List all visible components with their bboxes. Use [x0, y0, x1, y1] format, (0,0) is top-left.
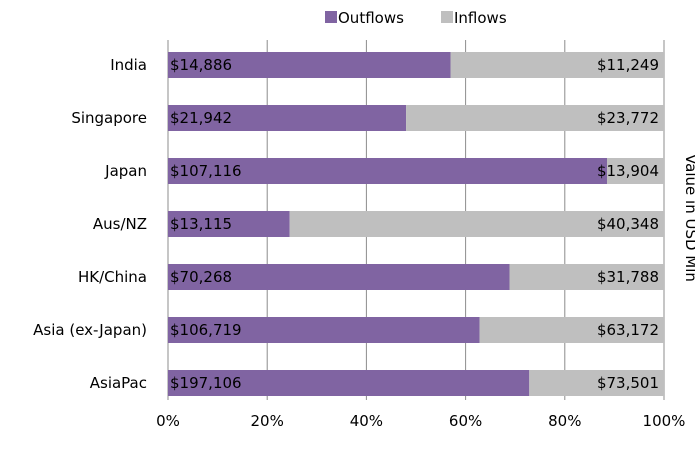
category-label: India — [110, 56, 147, 74]
x-tick-label: 20% — [251, 412, 284, 430]
category-labels: India Singapore Japan Aus/NZ HK/China Asia (e… — [33, 56, 147, 392]
data-label-inflows: $40,348 — [597, 215, 659, 233]
data-label-outflows: $21,942 — [170, 109, 232, 127]
right-axis-title: Value in USD Mln — [682, 154, 695, 282]
data-label-outflows: $197,106 — [170, 374, 242, 392]
category-label: Japan — [104, 162, 147, 180]
data-label-inflows: $63,172 — [597, 321, 659, 339]
data-label-inflows: $11,249 — [597, 56, 659, 74]
x-tick-label: 40% — [350, 412, 383, 430]
data-label-inflows: $73,501 — [597, 374, 659, 392]
data-label-outflows: $14,886 — [170, 56, 232, 74]
x-tick-label: 0% — [156, 412, 180, 430]
data-label-inflows: $31,788 — [597, 268, 659, 286]
bars: $14,886 $11,249 $21,942 $23,772 $107,116 $13,… — [168, 52, 664, 396]
x-tick-label: 100% — [643, 412, 686, 430]
category-label: Singapore — [71, 109, 147, 127]
legend-swatch-outflows — [325, 11, 337, 23]
data-label-outflows: $13,115 — [170, 215, 232, 233]
data-label-outflows: $106,719 — [170, 321, 242, 339]
legend-swatch-inflows — [441, 11, 453, 23]
category-label: Aus/NZ — [93, 215, 147, 233]
legend-label-outflows: Outflows — [338, 9, 404, 27]
data-label-inflows: $23,772 — [597, 109, 659, 127]
x-axis-ticks: 0% 20% 40% 60% 80% 100% — [156, 412, 685, 430]
x-tick-label: 60% — [449, 412, 482, 430]
legend: Outflows Inflows — [325, 9, 507, 27]
data-label-outflows: $70,268 — [170, 268, 232, 286]
category-label: Asia (ex-Japan) — [33, 321, 147, 339]
category-label: AsiaPac — [90, 374, 147, 392]
category-label: HK/China — [78, 268, 147, 286]
x-tick-label: 80% — [548, 412, 581, 430]
legend-label-inflows: Inflows — [454, 9, 507, 27]
data-label-inflows: $13,904 — [597, 162, 659, 180]
data-label-outflows: $107,116 — [170, 162, 242, 180]
